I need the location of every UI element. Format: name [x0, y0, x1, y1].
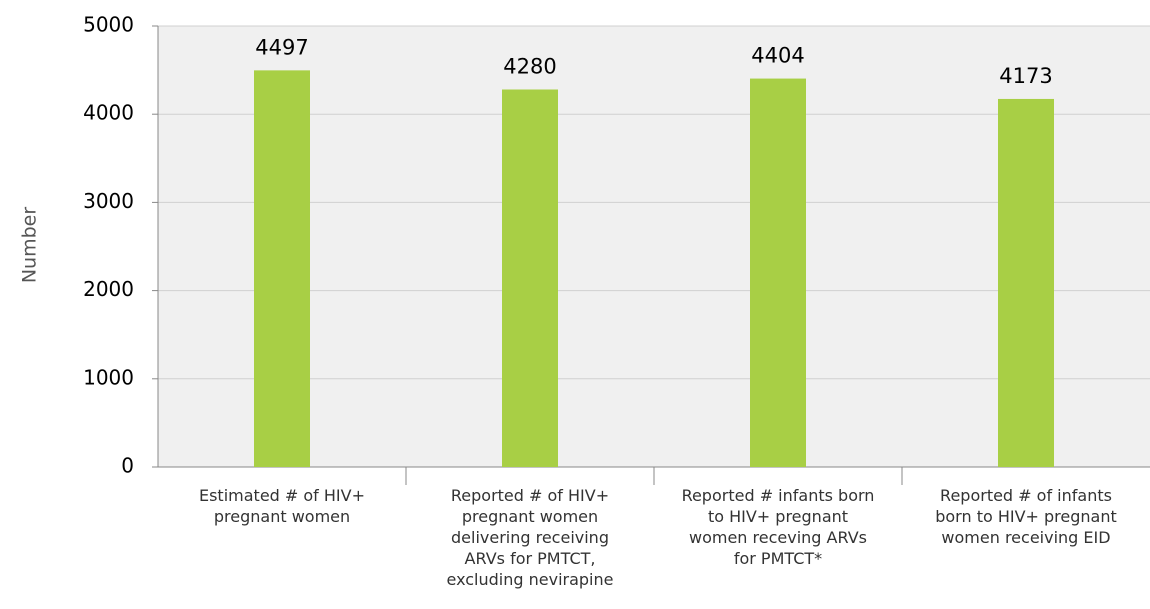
data-label: 4404	[751, 44, 804, 68]
y-tick-label: 3000	[83, 189, 134, 213]
data-label: 4173	[999, 64, 1052, 88]
bar	[750, 78, 806, 467]
y-tick-label: 4000	[83, 101, 134, 125]
x-tick-label: Estimated # of HIV+ pregnant women	[198, 486, 365, 526]
bar	[998, 98, 1054, 467]
plot-area	[158, 26, 1150, 467]
y-tick-label: 2000	[83, 277, 134, 301]
bar	[254, 70, 310, 468]
bar	[502, 89, 558, 467]
y-tick-label: 1000	[83, 365, 134, 389]
data-label: 4280	[503, 55, 556, 79]
y-tick-label: 5000	[83, 13, 134, 37]
data-label: 4497	[255, 35, 308, 59]
x-tick-label: Reported # infants born to HIV+ pregnant…	[681, 486, 875, 568]
x-tick-label: Reported # of HIV+ pregnant women delive…	[446, 486, 614, 589]
y-tick-label: 0	[121, 454, 134, 478]
y-axis-label: Number	[19, 207, 41, 284]
x-tick-label: Reported # of infants born to HIV+ pregn…	[935, 486, 1117, 547]
